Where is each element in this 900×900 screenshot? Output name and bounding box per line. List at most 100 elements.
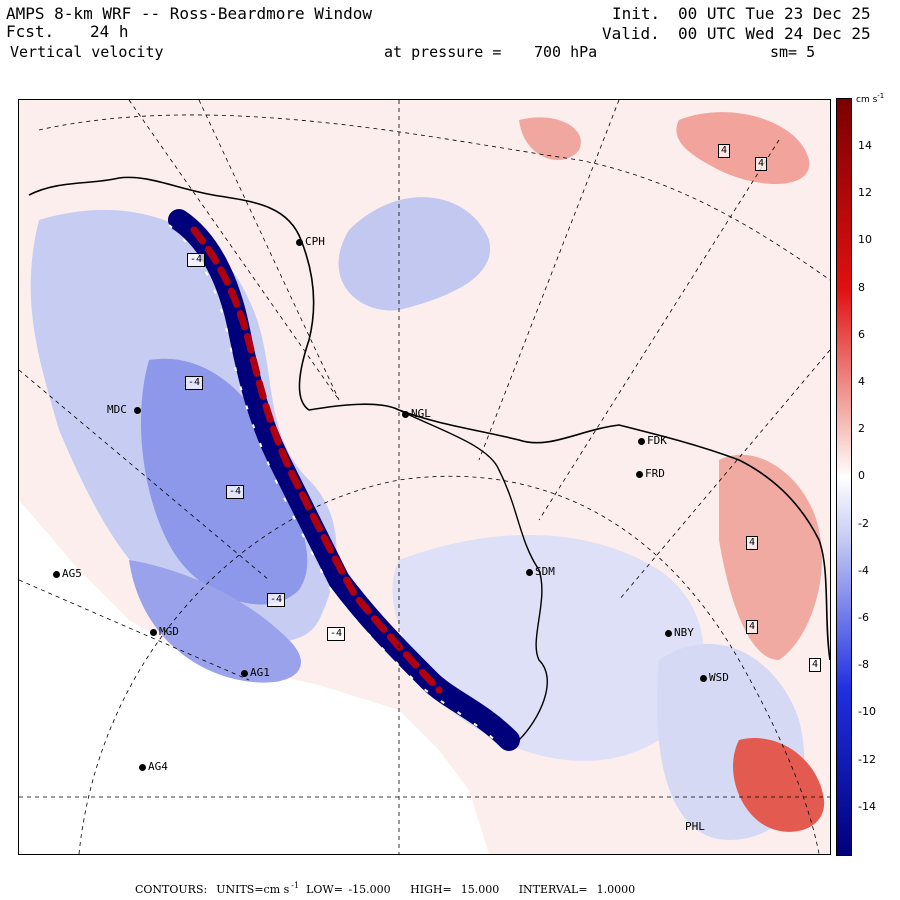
colorbar-tick: -4 xyxy=(858,563,869,577)
station-ag4: AG4 xyxy=(139,761,168,773)
colorbar-tick: 4 xyxy=(858,375,865,388)
meridian xyxy=(478,100,620,461)
colorbar-tick: -2 xyxy=(858,516,869,530)
pressure-value: 700 hPa xyxy=(534,43,598,61)
colorbar-tick: 0 xyxy=(858,469,865,483)
colorbar-tick: 6 xyxy=(858,327,865,341)
contour-label: 4 xyxy=(718,144,731,158)
station-label: NBY xyxy=(674,626,694,639)
contours-label: CONTOURS: xyxy=(135,882,208,896)
station-fdk: FDK xyxy=(638,435,667,447)
meridian xyxy=(618,349,830,601)
downdraft-region xyxy=(140,358,308,605)
colorbar-tick: 10 xyxy=(858,233,872,247)
station-frd: FRD xyxy=(636,468,665,480)
updraft-region xyxy=(676,112,810,184)
colorbar-tick: 12 xyxy=(858,186,872,200)
station-marker xyxy=(241,669,248,677)
map-canvas xyxy=(19,100,830,854)
station-marker xyxy=(139,763,146,771)
graticule xyxy=(19,100,830,854)
vertical-velocity-map: 4 4 -4 -4 -4 -4 4 4 4 -4 xyxy=(18,99,831,855)
station-label: FDK xyxy=(647,434,667,447)
meridian xyxy=(19,579,250,681)
low-label: LOW= xyxy=(306,882,343,896)
station-marker xyxy=(402,410,409,418)
colorbar-tick: 2 xyxy=(858,422,865,436)
colorbar xyxy=(836,98,852,856)
station-label: AG1 xyxy=(250,666,270,679)
updraft-region xyxy=(733,738,825,832)
units-label: UNITS=cm s xyxy=(216,882,290,896)
low-value: -15.000 xyxy=(348,882,391,896)
parallel xyxy=(38,114,830,281)
variable-name: Vertical velocity xyxy=(10,43,164,61)
parallel xyxy=(78,475,820,854)
colorbar-tick: 8 xyxy=(858,280,865,294)
station-label: SDM xyxy=(535,565,555,578)
station-mdc: MDC xyxy=(107,404,143,416)
station-label: CPH xyxy=(305,235,325,248)
colorbar-tick: -8 xyxy=(858,658,869,672)
updraft-region xyxy=(519,117,581,160)
high-label: HIGH= xyxy=(410,882,452,896)
contour-label: 4 xyxy=(755,157,768,171)
coastline xyxy=(28,176,830,661)
contour-label: 4 xyxy=(746,620,759,634)
interval-label: INTERVAL= xyxy=(518,882,588,896)
valid-label: Valid. xyxy=(602,24,660,43)
downdraft-region xyxy=(129,560,301,683)
forecast-hours: 24 h xyxy=(90,22,129,41)
contour-label: -4 xyxy=(185,376,204,390)
station-label: MDC xyxy=(107,403,127,416)
station-label: AG4 xyxy=(148,760,168,773)
init-label: Init. xyxy=(612,4,661,23)
smoothing-value: sm= 5 xyxy=(770,43,816,61)
contour-label: -4 xyxy=(327,627,346,641)
station-mgd: MGD xyxy=(150,626,179,638)
station-label: FRD xyxy=(645,467,665,480)
station-phl: PHL xyxy=(685,821,705,833)
station-marker xyxy=(638,437,645,445)
valid-time: 00 UTC Wed 24 Dec 25 xyxy=(678,24,871,43)
contour-label: -4 xyxy=(226,485,245,499)
meridian xyxy=(128,100,340,401)
meridian xyxy=(19,369,270,581)
forecast-label: Fcst. xyxy=(6,22,55,41)
meridian xyxy=(198,100,340,401)
station-marker xyxy=(53,570,60,578)
contour-label: -4 xyxy=(267,593,286,607)
station-marker xyxy=(636,470,643,478)
contour-label: -4 xyxy=(187,253,206,267)
colorbar-tick: 14 xyxy=(858,139,872,152)
station-label: AG5 xyxy=(62,567,82,580)
colorbar-tick: -14 xyxy=(858,799,876,813)
colorbar-tick: -12 xyxy=(858,752,876,766)
interval-value: 1.0000 xyxy=(596,882,636,896)
pressure-label: at pressure = xyxy=(384,43,502,61)
colorbar-units: cm s-1 xyxy=(856,92,885,105)
station-marker xyxy=(296,238,303,246)
meridian xyxy=(538,139,780,521)
station-label: WSD xyxy=(709,671,729,684)
station-marker xyxy=(150,628,157,636)
station-ngl: NGL xyxy=(402,408,431,420)
downdraft-region xyxy=(338,197,491,311)
station-cph: CPH xyxy=(296,236,325,248)
station-wsd: WSD xyxy=(700,672,729,684)
init-time: 00 UTC Tue 23 Dec 25 xyxy=(678,4,871,23)
station-ag1: AG1 xyxy=(241,667,270,679)
grounding-line xyxy=(398,409,548,741)
station-ag5: AG5 xyxy=(53,568,82,580)
station-sdm: SDM xyxy=(526,566,555,578)
strong-updraft-band xyxy=(190,226,443,694)
contour-label: 4 xyxy=(809,658,822,672)
station-label: PHL xyxy=(685,820,705,833)
station-nby: NBY xyxy=(665,627,694,639)
station-marker xyxy=(526,568,533,576)
colorbar-tick: -6 xyxy=(858,611,869,624)
colorbar-tick: -10 xyxy=(858,705,876,719)
high-value: 15.000 xyxy=(460,882,500,896)
contour-label: 4 xyxy=(746,536,759,550)
map-title: AMPS 8-km WRF -- Ross-Beardmore Window xyxy=(6,4,373,23)
